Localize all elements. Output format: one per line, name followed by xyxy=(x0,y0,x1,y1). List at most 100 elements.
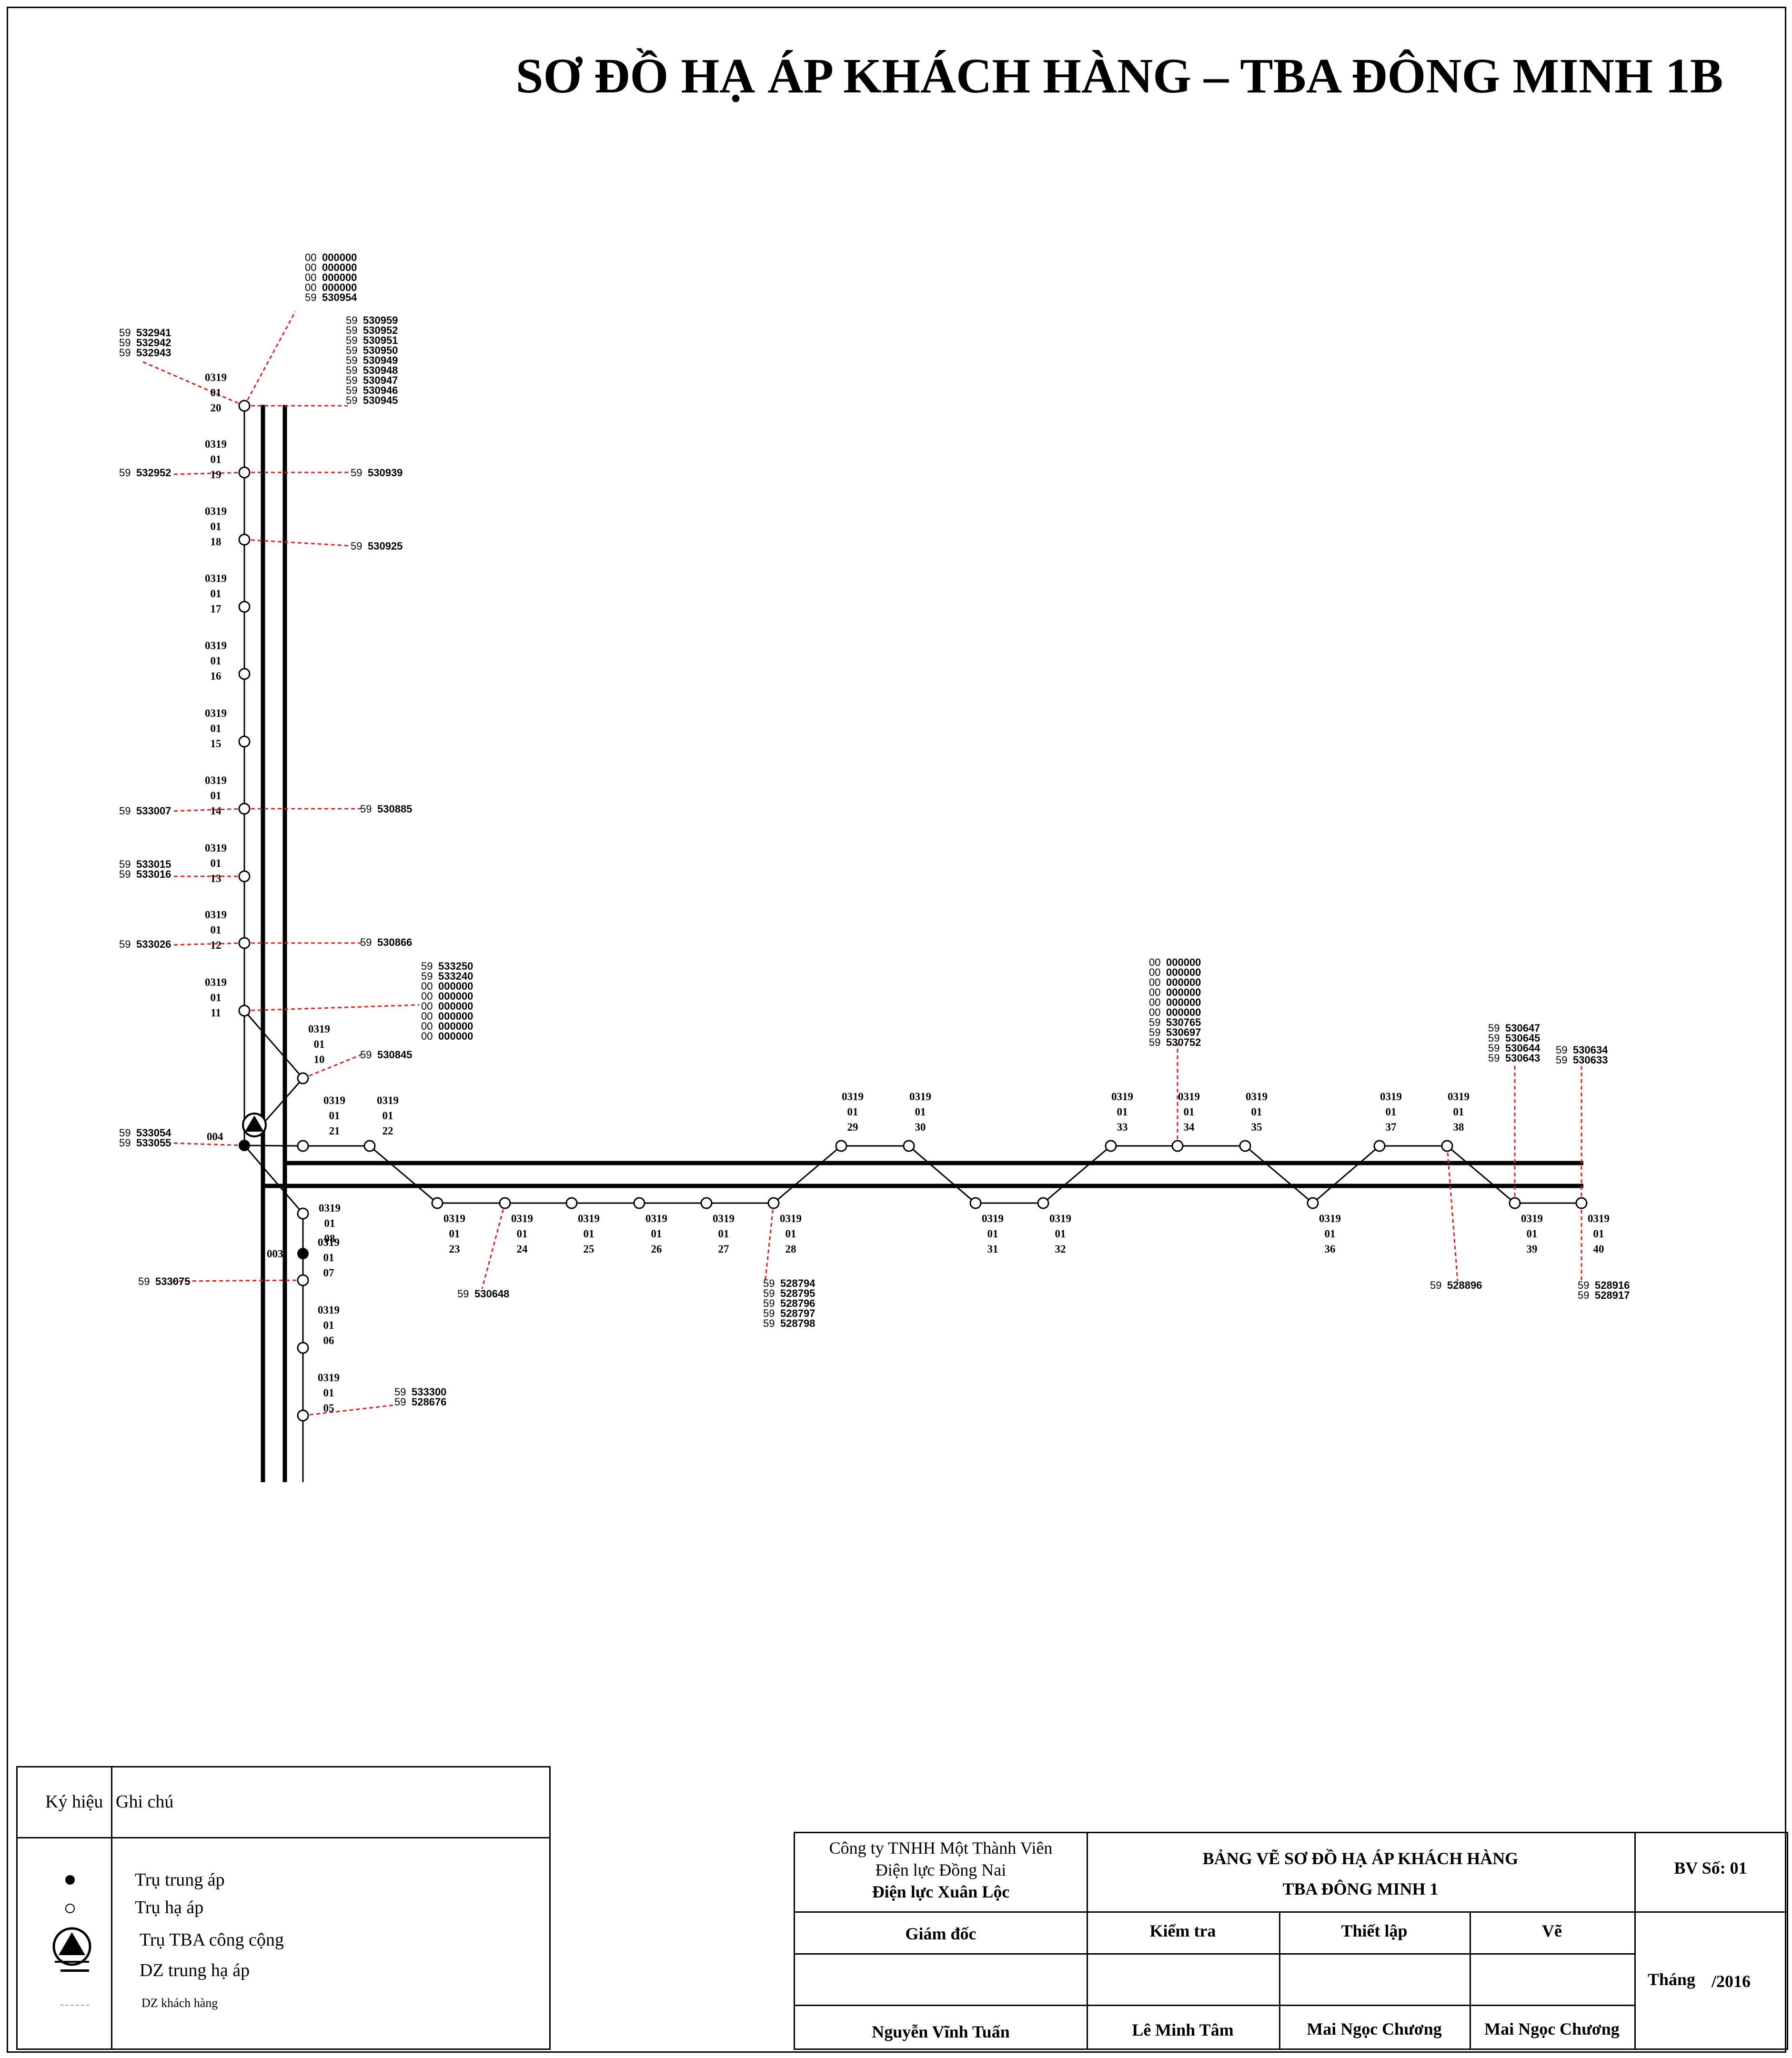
pole-label-mid: 01 xyxy=(211,924,221,936)
customer-prefix: 59 xyxy=(119,467,131,479)
lv-pole-25 xyxy=(565,1197,578,1209)
customer-prefix: 59 xyxy=(1149,1026,1160,1038)
customer-id: 533007 xyxy=(136,805,171,817)
customer-prefix: 59 xyxy=(1488,1022,1500,1034)
pole-label-top: 0319 xyxy=(205,909,227,921)
pole-label-top: 0319 xyxy=(842,1091,864,1103)
customer-id: 530845 xyxy=(377,1049,412,1061)
lv-pole-33 xyxy=(1105,1140,1117,1152)
customer-prefix: 59 xyxy=(305,291,316,303)
pole-label-mid: 01 xyxy=(785,1228,796,1240)
customer-prefix: 59 xyxy=(346,364,357,376)
lv-pole-34 xyxy=(1171,1140,1184,1152)
customer-link xyxy=(171,1279,303,1282)
lv-pole-31 xyxy=(969,1197,982,1209)
pole-label-num: 30 xyxy=(915,1121,926,1133)
customer-prefix: 59 xyxy=(351,467,362,479)
pole-label-mid: 01 xyxy=(314,1038,325,1050)
customer-id: 530752 xyxy=(1166,1036,1201,1048)
tb-row-line xyxy=(795,1953,1634,1955)
mv-pole-symbol-icon xyxy=(65,1875,75,1885)
pole-label-mid: 01 xyxy=(211,992,221,1004)
pole-label-top: 0319 xyxy=(318,1304,340,1316)
pole-label-top: 0319 xyxy=(1380,1091,1402,1103)
lv-pole-13 xyxy=(238,870,251,883)
lv-pole-18 xyxy=(238,533,251,546)
pole-label-top: 0319 xyxy=(1178,1091,1200,1103)
customer-prefix: 59 xyxy=(1578,1279,1589,1291)
customer-link xyxy=(302,1404,396,1416)
pole-label-mid: 01 xyxy=(323,1319,334,1331)
pole-label-num: 15 xyxy=(211,738,221,750)
customer-line-symbol-icon xyxy=(60,2005,89,2006)
pole-label-num: 38 xyxy=(1453,1121,1464,1133)
customer-id: 530866 xyxy=(377,936,412,948)
customer-prefix: 59 xyxy=(119,858,131,870)
pole-label-top: 0319 xyxy=(205,505,227,517)
sheet-number: BV Số: 01 xyxy=(1674,1858,1747,1877)
customer-id: 000000 xyxy=(438,1020,473,1032)
customer-id: 532942 xyxy=(136,337,171,349)
lv-line xyxy=(908,1145,976,1204)
role-setup: Thiết lập xyxy=(1341,1921,1408,1940)
pole-label-mid: 01 xyxy=(211,723,221,734)
pole-label-top: 0319 xyxy=(318,1372,340,1384)
customer-id: 000000 xyxy=(322,281,357,293)
customer-id: 530885 xyxy=(377,803,412,815)
pole-label-top: 0319 xyxy=(1049,1213,1071,1225)
customer-id: 000000 xyxy=(438,1010,473,1022)
customer-id: 528794 xyxy=(780,1277,815,1289)
legend-item-mv-pole: Trụ trung áp xyxy=(135,1870,225,1890)
pole-label-mid: 01 xyxy=(915,1106,926,1118)
lv-line xyxy=(243,1010,304,1079)
pole-label-top: 0319 xyxy=(1521,1213,1543,1225)
pole-label-top: 0319 xyxy=(909,1091,931,1103)
customer-id: 000000 xyxy=(438,990,473,1002)
pole-label-num: 13 xyxy=(211,873,221,884)
mv-pole-003 xyxy=(297,1248,309,1259)
pole-label-num: 14 xyxy=(211,805,222,817)
lv-line xyxy=(1447,1145,1515,1204)
customer-link xyxy=(244,1004,420,1012)
pole-label-mid: 01 xyxy=(651,1228,662,1240)
customer-prefix: 59 xyxy=(360,1049,372,1061)
customer-prefix: 00 xyxy=(305,251,316,263)
pole-label-mid: 01 xyxy=(383,1110,393,1122)
customer-link xyxy=(171,1142,245,1146)
customer-prefix: 59 xyxy=(1488,1052,1500,1064)
lv-pole-12 xyxy=(238,937,251,949)
lv-pole-07 xyxy=(297,1274,309,1286)
customer-id: 530633 xyxy=(1573,1054,1608,1066)
tb-col-line xyxy=(1634,1833,1636,2048)
pole-label-num: 20 xyxy=(211,402,221,414)
lv-pole-29 xyxy=(835,1140,847,1152)
customer-prefix: 00 xyxy=(421,1000,433,1012)
name-director: Nguyễn Vĩnh Tuấn xyxy=(872,2022,1010,2041)
lv-pole-20 xyxy=(238,400,251,412)
customer-id: 000000 xyxy=(1166,976,1201,988)
mv-label-003: 003 xyxy=(267,1248,283,1260)
pole-label-mid: 01 xyxy=(987,1228,998,1240)
customer-link xyxy=(171,472,245,475)
pole-label-top: 0319 xyxy=(205,438,227,450)
pole-label-top: 0319 xyxy=(318,1236,340,1248)
customer-link xyxy=(302,1054,362,1079)
customer-id: 530951 xyxy=(363,334,398,346)
customer-prefix: 59 xyxy=(346,354,357,366)
customer-id: 530643 xyxy=(1505,1052,1540,1064)
pole-label-mid: 01 xyxy=(847,1106,858,1118)
lv-pole-30 xyxy=(903,1140,915,1152)
pole-label-num: 11 xyxy=(211,1007,221,1019)
pole-label-mid: 01 xyxy=(211,790,221,802)
customer-prefix: 00 xyxy=(1149,956,1160,968)
customer-link xyxy=(243,311,296,406)
year-value: /2016 xyxy=(1711,1972,1751,1991)
lv-pole-26 xyxy=(633,1197,645,1209)
customer-id: 528795 xyxy=(780,1287,815,1299)
pole-label-top: 0319 xyxy=(205,371,227,383)
customer-prefix: 59 xyxy=(457,1288,469,1300)
customer-id: 533300 xyxy=(412,1386,446,1398)
lv-pole-16 xyxy=(238,668,251,680)
lv-pole-06 xyxy=(297,1342,309,1354)
pole-label-mid: 01 xyxy=(584,1228,594,1240)
